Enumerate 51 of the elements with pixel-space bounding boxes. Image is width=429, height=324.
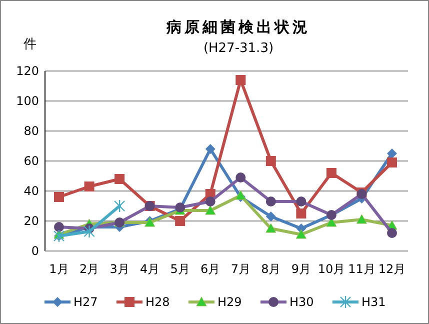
x-tick-label: 7月: [230, 262, 250, 276]
y-tick-label: 20: [24, 214, 39, 228]
point: [175, 216, 186, 226]
legend-label: H27: [74, 295, 98, 310]
point: [205, 144, 216, 154]
x-tick-label: 10月: [318, 262, 346, 276]
legend-label: H28: [146, 295, 170, 310]
point: [236, 75, 246, 85]
x-tick-label: 12月: [378, 262, 406, 276]
legend-label: H31: [362, 295, 386, 310]
point: [296, 196, 306, 206]
point: [205, 205, 216, 215]
point: [266, 223, 276, 233]
point: [266, 196, 276, 206]
point: [205, 196, 216, 206]
x-tick-label: 9月: [291, 262, 311, 276]
point: [266, 156, 276, 166]
point: [84, 224, 95, 238]
y-tick-label: 60: [24, 154, 39, 168]
y-tick-label: 0: [31, 244, 39, 258]
point: [114, 174, 125, 184]
x-tick-label: 6月: [200, 262, 220, 276]
point: [54, 192, 64, 202]
x-tick-label: 3月: [110, 262, 130, 276]
y-tick-label: 40: [24, 184, 39, 198]
x-tick-label: 5月: [170, 262, 190, 276]
y-axis-title: 件: [24, 37, 36, 52]
point: [387, 148, 397, 158]
x-tick-label: 4月: [140, 262, 160, 276]
x-tick-label: 8月: [261, 262, 281, 276]
x-tick-label: 2月: [79, 262, 100, 276]
point: [266, 212, 276, 222]
y-tick-label: 80: [24, 124, 39, 138]
chart-title: 病原細菌検出状況: [166, 18, 310, 36]
point: [296, 229, 306, 239]
point: [326, 168, 336, 178]
chart-subtitle: (H27-31.3): [203, 41, 274, 56]
point: [236, 172, 246, 182]
legend-label: H29: [218, 295, 242, 310]
point: [387, 228, 397, 238]
y-tick-label: 120: [16, 64, 39, 78]
point: [114, 199, 126, 213]
x-tick-label: 1月: [49, 262, 69, 276]
point: [387, 158, 397, 168]
point: [296, 208, 306, 218]
y-tick-label: 100: [16, 94, 39, 108]
point: [356, 214, 367, 224]
point: [54, 222, 64, 232]
legend-label: H30: [290, 295, 314, 310]
point: [84, 182, 94, 192]
x-tick-label: 11月: [348, 262, 376, 276]
